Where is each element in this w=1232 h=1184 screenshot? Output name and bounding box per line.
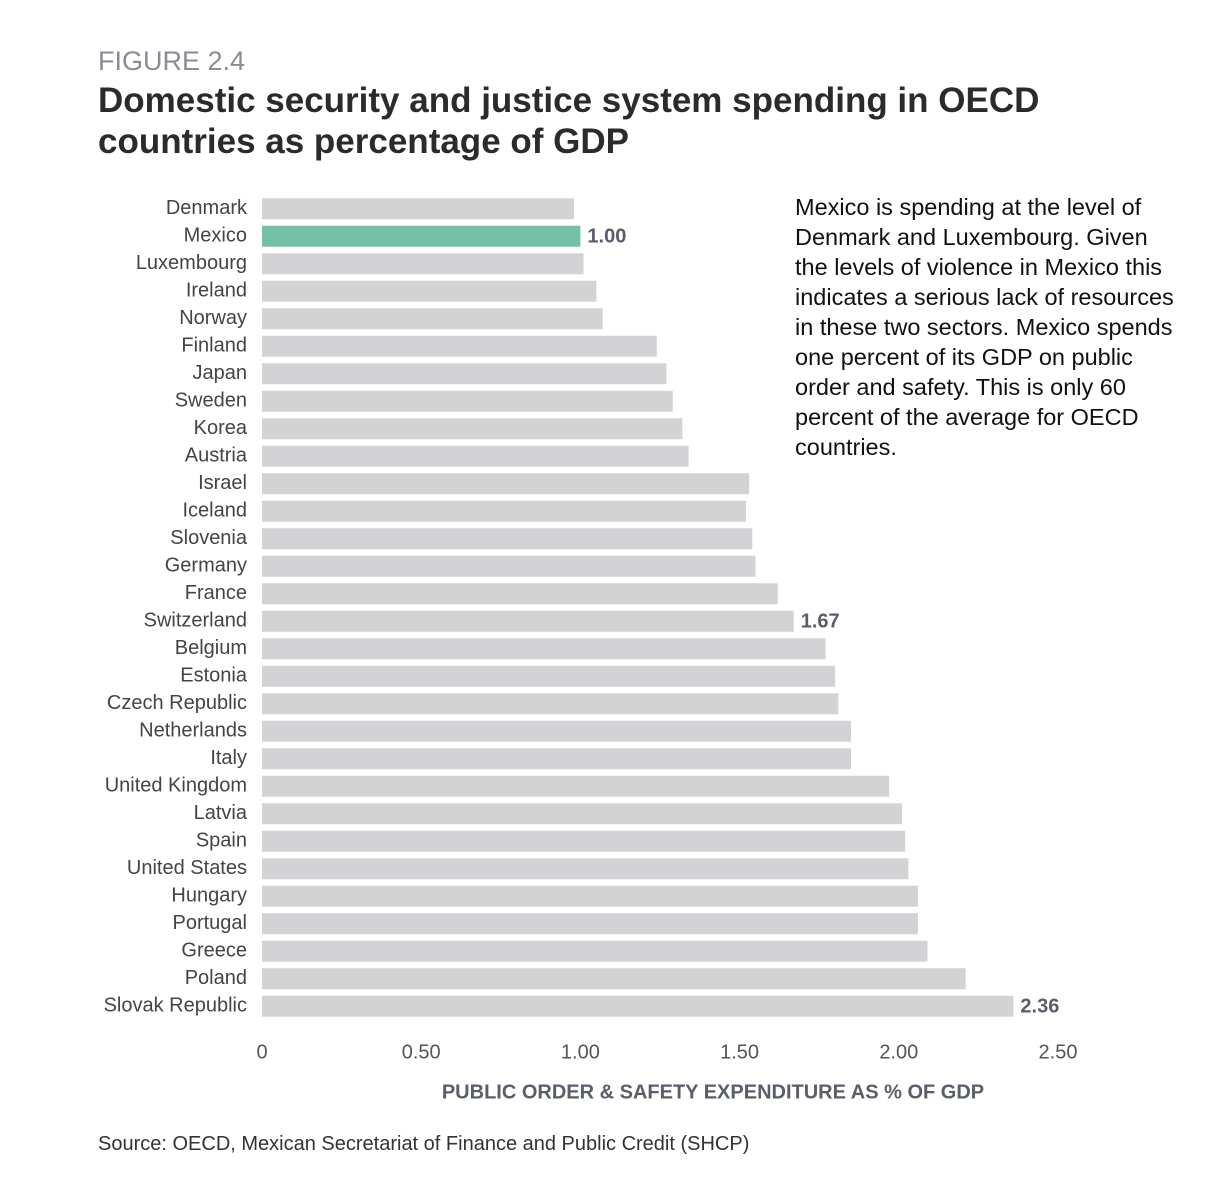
- y-tick-label: Poland: [185, 967, 247, 989]
- y-tick-label: Sweden: [175, 390, 247, 412]
- y-tick-label: Belgium: [175, 637, 247, 659]
- bar: [262, 363, 667, 385]
- bar: [262, 720, 852, 742]
- y-tick-label: United States: [127, 857, 247, 879]
- x-tick-label: 1.00: [561, 1041, 600, 1063]
- y-tick-label: Italy: [210, 747, 247, 769]
- y-tick-label: Slovak Republic: [104, 995, 247, 1017]
- y-tick-label: Latvia: [194, 802, 248, 824]
- bar: [262, 583, 778, 605]
- bar: [262, 198, 575, 220]
- bar: [262, 913, 918, 935]
- y-tick-label: Austria: [185, 445, 248, 467]
- annotation: Mexico is spending at the level of Denma…: [795, 194, 1174, 460]
- x-tick-label: 0.50: [402, 1041, 441, 1063]
- y-tick-label: Hungary: [171, 885, 247, 907]
- bar: [262, 473, 750, 495]
- bar: [262, 885, 918, 907]
- y-tick-label: Greece: [181, 940, 247, 962]
- bar: [262, 693, 839, 715]
- bar: [262, 528, 753, 550]
- bar: [262, 775, 890, 797]
- y-tick-label: Spain: [196, 830, 247, 852]
- y-tick-label: France: [185, 582, 247, 604]
- bar: [262, 940, 928, 962]
- y-tick-label: Czech Republic: [107, 692, 247, 714]
- data-label: 2.36: [1020, 996, 1059, 1018]
- y-tick-label: Ireland: [186, 280, 247, 302]
- x-axis-title: PUBLIC ORDER & SAFETY EXPENDITURE AS % O…: [442, 1081, 984, 1103]
- y-tick-label: Denmark: [166, 197, 248, 219]
- chart-title: Domestic security and justice system spe…: [98, 81, 1040, 161]
- x-tick-label: 2.50: [1039, 1041, 1078, 1063]
- bar: [262, 803, 902, 825]
- x-tick-label: 1.50: [720, 1041, 759, 1063]
- bar: [262, 748, 852, 770]
- bar: [262, 610, 794, 632]
- y-tick-label: Korea: [194, 417, 248, 439]
- bar: [262, 995, 1014, 1017]
- bar: [262, 555, 756, 577]
- source: Source: OECD, Mexican Secretariat of Fin…: [98, 1133, 750, 1155]
- bar: [262, 968, 966, 990]
- data-label: 1.00: [587, 226, 626, 248]
- bar: [262, 638, 826, 660]
- y-tick-label: Slovenia: [170, 527, 248, 549]
- bar: [262, 335, 657, 357]
- y-tick-label: Switzerland: [144, 610, 247, 632]
- y-tick-label: Mexico: [184, 225, 247, 247]
- bar: [262, 280, 597, 302]
- y-tick-label: Luxembourg: [136, 252, 247, 274]
- bar: [262, 308, 603, 330]
- y-tick-label: Netherlands: [139, 720, 247, 742]
- bar: [262, 418, 683, 440]
- y-tick-label: Israel: [198, 472, 247, 494]
- bar: [262, 500, 746, 522]
- bar: [262, 390, 673, 412]
- bar: [262, 830, 906, 852]
- y-tick-label: Germany: [165, 555, 247, 577]
- x-tick-label: 0: [256, 1041, 267, 1063]
- bar: [262, 253, 584, 275]
- y-tick-label: United Kingdom: [105, 775, 247, 797]
- x-tick-label: 2.00: [879, 1041, 918, 1063]
- y-tick-label: Iceland: [183, 500, 248, 522]
- bar: [262, 665, 836, 687]
- y-tick-label: Japan: [193, 362, 248, 384]
- figure-number: FIGURE 2.4: [98, 46, 246, 76]
- y-tick-label: Finland: [181, 335, 247, 357]
- y-tick-label: Norway: [179, 307, 247, 329]
- bar: [262, 858, 909, 880]
- data-label: 1.67: [801, 611, 840, 633]
- y-tick-label: Portugal: [173, 912, 248, 934]
- bar: [262, 225, 581, 247]
- bar: [262, 445, 689, 467]
- y-tick-label: Estonia: [180, 665, 248, 687]
